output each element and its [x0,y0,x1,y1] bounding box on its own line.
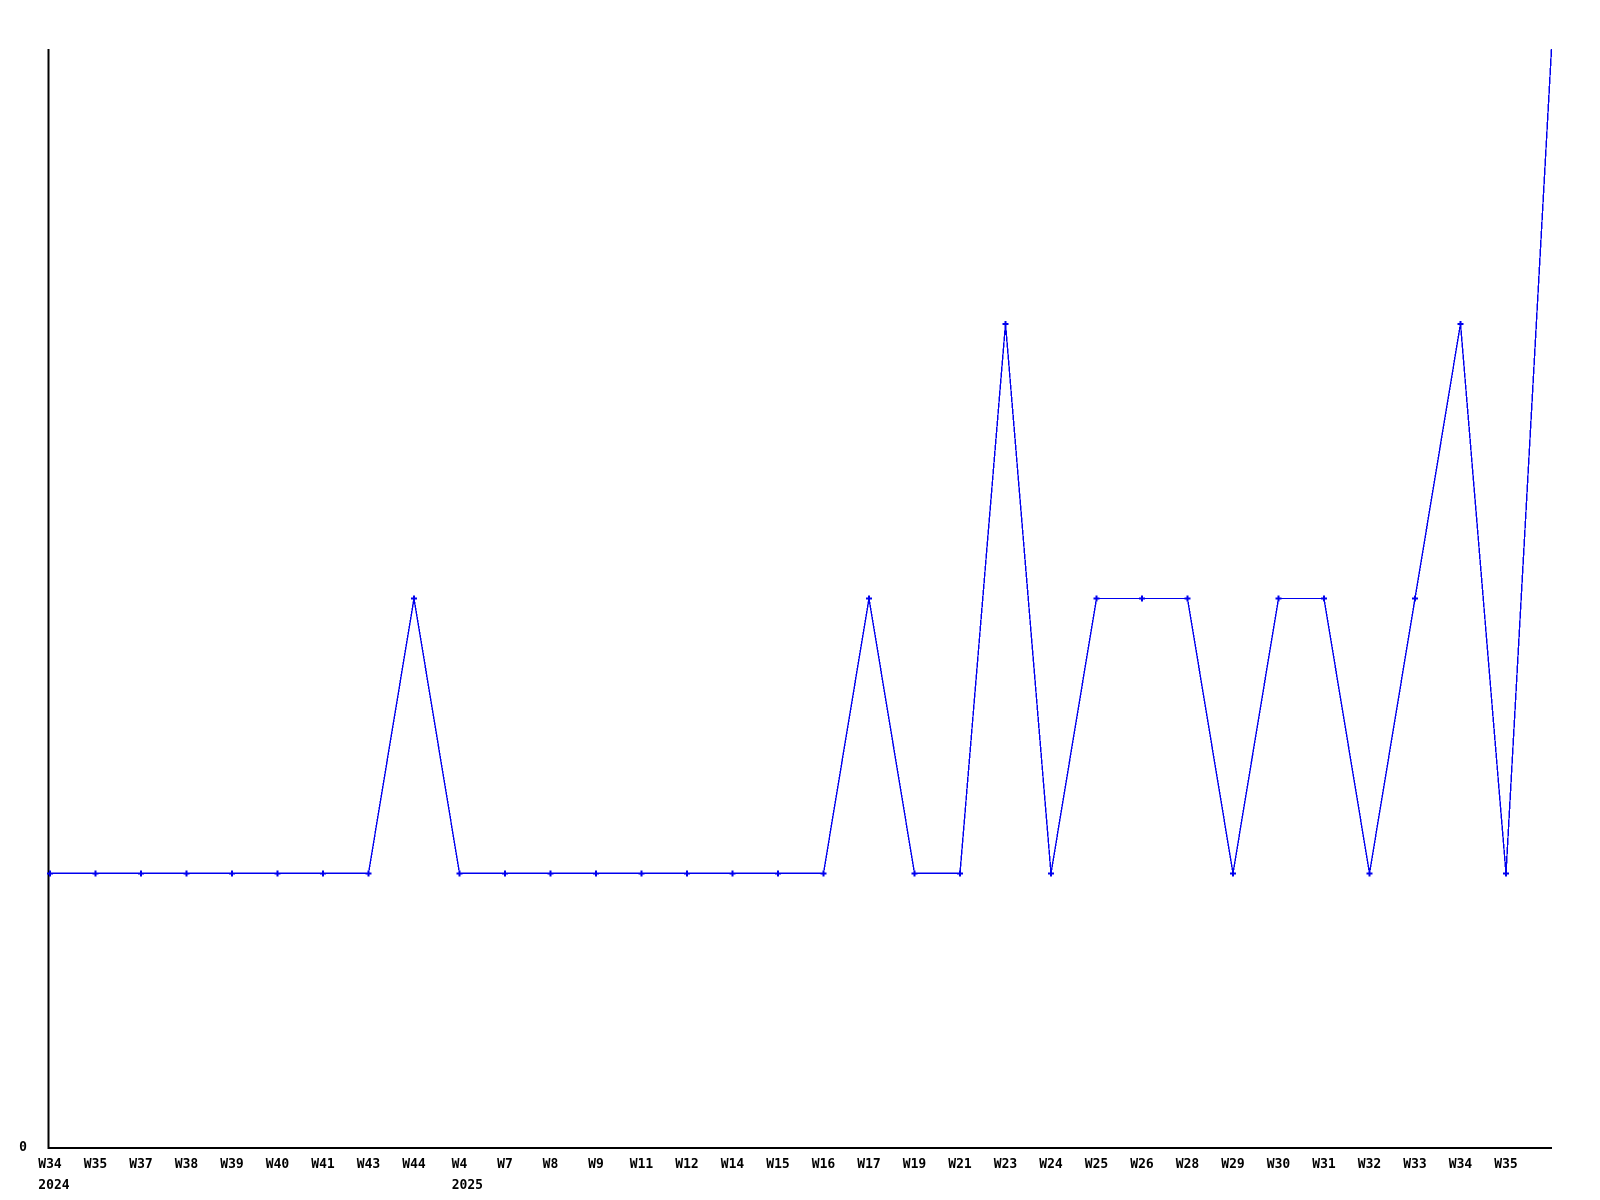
data-point-marker [1457,320,1464,327]
x-tick-label: W29 [1221,1157,1244,1172]
data-point-marker [274,870,281,877]
x-tick-label: W24 [1039,1157,1063,1172]
data-point-marker [1366,870,1373,877]
x-tick-label: W21 [948,1157,972,1172]
x-tick-label: W8 [543,1157,559,1172]
x-tick-label: W34 [1449,1157,1473,1172]
data-point-marker [92,870,99,877]
data-point-marker [684,870,690,877]
data-point-marker [47,870,53,877]
data-point-marker [183,870,190,877]
data-point-marker [365,870,372,877]
x-tick-label: W34 [38,1157,62,1172]
x-tick-label: W35 [1494,1157,1517,1172]
x-tick-label: W40 [266,1157,290,1172]
x-tick-label: W33 [1403,1157,1426,1172]
data-point-marker [638,870,645,877]
x-tick-label: W28 [1176,1157,1200,1172]
x-tick-label: W12 [675,1157,698,1172]
data-series-group [47,48,1553,877]
data-point-marker [1139,595,1145,602]
data-point-marker [1412,595,1418,602]
data-point-marker [502,870,508,877]
data-point-marker [1321,595,1327,602]
data-point-marker [138,870,144,877]
data-point-marker [1002,320,1009,327]
data-point-marker [820,870,827,877]
x-tick-label: W38 [175,1157,199,1172]
data-point-marker [456,870,463,877]
x-tick-label: W4 [452,1157,468,1172]
x-tick-label: W31 [1312,1157,1336,1172]
x-tick-label: W9 [588,1157,604,1172]
x-tick-label: W39 [220,1157,243,1172]
data-point-marker [1093,595,1100,602]
x-tick-label: W7 [497,1157,513,1172]
data-point-marker [1230,870,1236,877]
data-point-marker [866,595,872,602]
x-tick-label: W35 [84,1157,107,1172]
x-tick-label: W41 [311,1157,335,1172]
x-tick-label: W14 [721,1157,745,1172]
x-tick-label: W37 [129,1157,152,1172]
data-point-marker [911,870,918,877]
x-tick-label: W17 [857,1157,880,1172]
data-point-marker [229,870,235,877]
data-point-marker [547,870,554,877]
data-point-marker [1275,595,1282,602]
data-line [50,48,1553,874]
x-tick-label: W15 [766,1157,789,1172]
x-tick-label: W23 [994,1157,1017,1172]
data-point-marker [729,870,736,877]
data-point-marker [320,870,326,877]
x-axis-labels-group: W34 W35 W37 W38 W39 W40 W41 W43 W44 W4 W7 W8 W9 W11 W1… [38,1157,1517,1193]
x-tick-label: W11 [630,1157,654,1172]
data-point-marker [411,595,417,602]
data-point-marker [957,870,963,877]
x-tick-label: W32 [1358,1157,1381,1172]
x-tick-label: W44 [402,1157,426,1172]
x-tick-label: W26 [1130,1157,1154,1172]
x-tick-label: W30 [1267,1157,1291,1172]
x-tick-label: W25 [1085,1157,1108,1172]
y-tick-label: 0 [19,1140,27,1155]
data-point-marker [593,870,599,877]
x-tick-label: W19 [903,1157,926,1172]
data-point-marker [1048,870,1054,877]
x-tick-label: W16 [812,1157,836,1172]
x-axis-year-label: 2024 [38,1178,69,1193]
x-axis-year-label: 2025 [452,1178,483,1193]
data-point-marker [1184,595,1191,602]
x-tick-label: W43 [357,1157,380,1172]
data-point-marker [1503,870,1509,877]
data-point-marker [775,870,781,877]
